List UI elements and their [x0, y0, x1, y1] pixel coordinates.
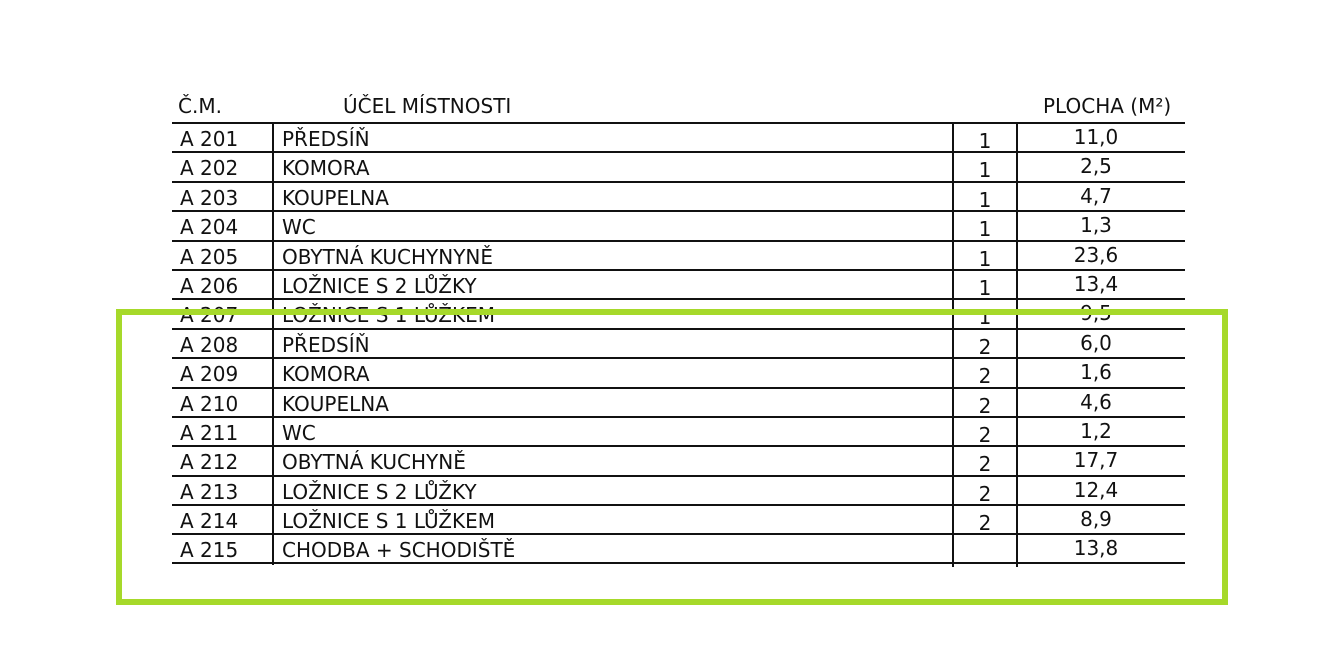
- unit-number: 2: [952, 476, 1018, 509]
- header-area: PLOCHA (M²): [1043, 94, 1172, 118]
- room-area: 6,0: [1080, 330, 1112, 355]
- table-row: A 204 WC 1 1,3: [172, 210, 1185, 244]
- table-row: A 213 LOŽNICE S 2 LŮŽKY 2 12,4: [172, 474, 1185, 509]
- room-number: A 206: [180, 273, 239, 298]
- unit-number: 2: [952, 447, 1018, 479]
- room-number: A 207: [180, 303, 239, 328]
- header-room-purpose: ÚČEL MÍSTNOSTI: [343, 94, 512, 118]
- table-row: A 211 WC 2 1,2: [172, 415, 1185, 450]
- room-area: 4,7: [1080, 183, 1112, 208]
- room-area: 2,5: [1080, 154, 1112, 179]
- room-name: WC: [272, 417, 316, 448]
- room-number: A 209: [180, 362, 239, 387]
- unit-number: 1: [952, 241, 1018, 273]
- room-number: A 208: [180, 332, 239, 357]
- unit-number: 2: [952, 388, 1018, 420]
- highlight-box: [116, 309, 1228, 605]
- room-name: KOUPELNA: [272, 388, 389, 418]
- room-area: 23,6: [1073, 242, 1119, 267]
- unit-number: 2: [952, 359, 1018, 391]
- table-row: A 203 KOUPELNA 1 4,7: [172, 180, 1185, 215]
- room-name: KOMORA: [272, 153, 370, 183]
- unit-number: 2: [952, 417, 1018, 450]
- unit-number: 1: [952, 124, 1018, 156]
- room-number: A 215: [180, 538, 239, 563]
- unit-number: 2: [952, 329, 1018, 362]
- room-name: PŘEDSÍŇ: [272, 124, 370, 154]
- room-area: 1,3: [1080, 213, 1112, 238]
- table-row: A 212 OBYTNÁ KUCHYNĚ 2 17,7: [172, 445, 1185, 479]
- room-number: A 213: [180, 479, 239, 504]
- table-row: A 208 PŘEDSÍŇ 2 6,0: [172, 327, 1185, 362]
- room-name: LOŽNICE S 2 LŮŽKY: [272, 476, 477, 507]
- table-row: A 202 KOMORA 1 2,5: [172, 151, 1185, 185]
- room-number: A 201: [180, 127, 239, 151]
- header-room-number: Č.M.: [178, 94, 222, 118]
- room-area: 12,4: [1073, 477, 1119, 502]
- room-name: PŘEDSÍŇ: [272, 329, 370, 360]
- room-number: A 214: [180, 509, 239, 534]
- room-area: 8,9: [1080, 507, 1112, 532]
- room-area: 1,2: [1080, 418, 1112, 443]
- unit-number: [952, 535, 1018, 567]
- room-number: A 205: [180, 244, 239, 269]
- unit-number: 1: [952, 153, 1018, 185]
- room-name: KOUPELNA: [272, 182, 389, 213]
- room-number: A 210: [180, 391, 239, 416]
- room-name: LOŽNICE S 1 LŮŽKEM: [272, 506, 495, 536]
- room-number: A 211: [180, 420, 239, 445]
- room-name: LOŽNICE S 1 LŮŽKEM: [272, 300, 495, 330]
- unit-number: 2: [952, 506, 1018, 538]
- room-area: 1,6: [1080, 360, 1112, 385]
- table-row: A 206 LOŽNICE S 2 LŮŽKY 1 13,4: [172, 268, 1185, 303]
- room-area: 13,8: [1073, 536, 1119, 561]
- unit-number: 1: [952, 182, 1018, 215]
- room-number: A 212: [180, 450, 239, 475]
- table-row: A 214 LOŽNICE S 1 LŮŽKEM 2 8,9: [172, 504, 1185, 538]
- room-name: WC: [272, 212, 316, 242]
- table-row: A 210 KOUPELNA 2 4,6: [172, 386, 1185, 420]
- room-area: 17,7: [1073, 448, 1119, 473]
- room-number: A 203: [180, 185, 239, 210]
- room-area: 11,0: [1073, 125, 1119, 149]
- table-row: A 201 PŘEDSÍŇ 1 11,0: [172, 122, 1185, 156]
- room-name: CHODBA + SCHODIŠTĚ: [272, 535, 515, 565]
- room-area: 13,4: [1073, 271, 1119, 296]
- room-number: A 204: [180, 215, 239, 240]
- table-row: A 205 OBYTNÁ KUCHYNYNĚ 1 23,6: [172, 239, 1185, 273]
- room-name: KOMORA: [272, 359, 370, 389]
- table-row: A 215 CHODBA + SCHODIŠTĚ 13,8: [172, 533, 1185, 567]
- room-name: LOŽNICE S 2 LŮŽKY: [272, 270, 477, 301]
- unit-number: 1: [952, 270, 1018, 303]
- room-table: A 201 PŘEDSÍŇ 1 11,0 A 202 KOMORA 1 2,5 A 203 KOU…: [172, 122, 1185, 567]
- room-name: OBYTNÁ KUCHYNĚ: [272, 447, 466, 477]
- table-row: A 209 KOMORA 2 1,6: [172, 357, 1185, 391]
- room-name: OBYTNÁ KUCHYNYNĚ: [272, 241, 493, 271]
- room-number: A 202: [180, 156, 239, 181]
- room-area: 4,6: [1080, 389, 1112, 414]
- unit-number: 1: [952, 212, 1018, 244]
